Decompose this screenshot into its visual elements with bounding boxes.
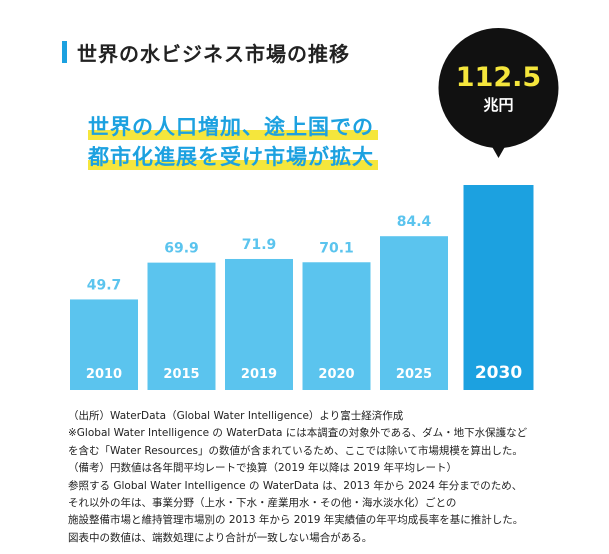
note-line: を含む「Water Resources」の数値が含まれているため、ここでは除いて… xyxy=(68,444,523,457)
value-label-2015: 69.9 xyxy=(164,241,199,257)
source-notes: （出所）WaterData（Global Water Intelligence）… xyxy=(68,408,608,547)
year-label-2015: 2015 xyxy=(163,367,199,382)
note-line: 図表中の数値は、端数処理により合計が一致しない場合がある。 xyxy=(68,531,373,544)
headline-text-1: 世界の人口増加、途上国での xyxy=(88,115,374,139)
callout-bubble xyxy=(438,28,559,148)
chart-title: 世界の水ビジネス市場の推移 xyxy=(62,38,350,66)
callout-tail xyxy=(490,144,507,158)
headline-line-1: 世界の人口増加、途上国での xyxy=(88,112,378,142)
bar-2015 xyxy=(147,262,216,390)
year-label-2010: 2010 xyxy=(86,367,122,382)
year-label-2020: 2020 xyxy=(318,367,354,382)
chart-title-text: 世界の水ビジネス市場の推移 xyxy=(77,41,350,66)
callout-unit: 兆円 xyxy=(483,96,513,114)
year-label-2030: 2030 xyxy=(475,363,522,383)
bar-chart: 2010 49.7 2015 69.9 2019 71.9 2020 70.1 2025 84.4… xyxy=(70,28,559,390)
note-line: それ以外の年は、事業分野（上水・下水・産業用水・その他・海水淡水化）ごとの xyxy=(68,497,457,510)
bar-2030 xyxy=(463,185,534,390)
value-label-2019: 71.9 xyxy=(242,237,277,253)
headline: 世界の人口増加、途上国での 都市化進展を受け市場が拡大 xyxy=(88,112,378,172)
year-label-2025: 2025 xyxy=(396,367,432,382)
note-line: （出所）WaterData（Global Water Intelligence）… xyxy=(68,410,404,422)
title-accent-bar xyxy=(62,41,67,63)
headline-line-2: 都市化進展を受け市場が拡大 xyxy=(88,142,378,172)
bar-2010 xyxy=(70,299,138,390)
callout-value: 112.5 xyxy=(456,62,541,93)
bar-2019 xyxy=(225,258,293,390)
value-label-2025: 84.4 xyxy=(397,214,432,230)
bar-2020 xyxy=(302,262,371,390)
year-label-2019: 2019 xyxy=(241,367,277,382)
bar-2025 xyxy=(380,236,448,390)
value-label-2020: 70.1 xyxy=(319,240,354,256)
note-line: 施設整備市場と維持管理市場別の 2013 年から 2019 年実績値の年平均成長… xyxy=(68,514,524,527)
note-line: 参照する Global Water Intelligence の WaterDa… xyxy=(68,479,523,492)
note-line: （備考）円数値は各年間平均レートで換算（2019 年以降は 2019 年平均レー… xyxy=(68,462,457,475)
note-line: ※Global Water Intelligence の WaterData に… xyxy=(68,427,528,440)
value-label-2010: 49.7 xyxy=(87,277,122,293)
headline-text-2: 都市化進展を受け市場が拡大 xyxy=(88,145,374,169)
